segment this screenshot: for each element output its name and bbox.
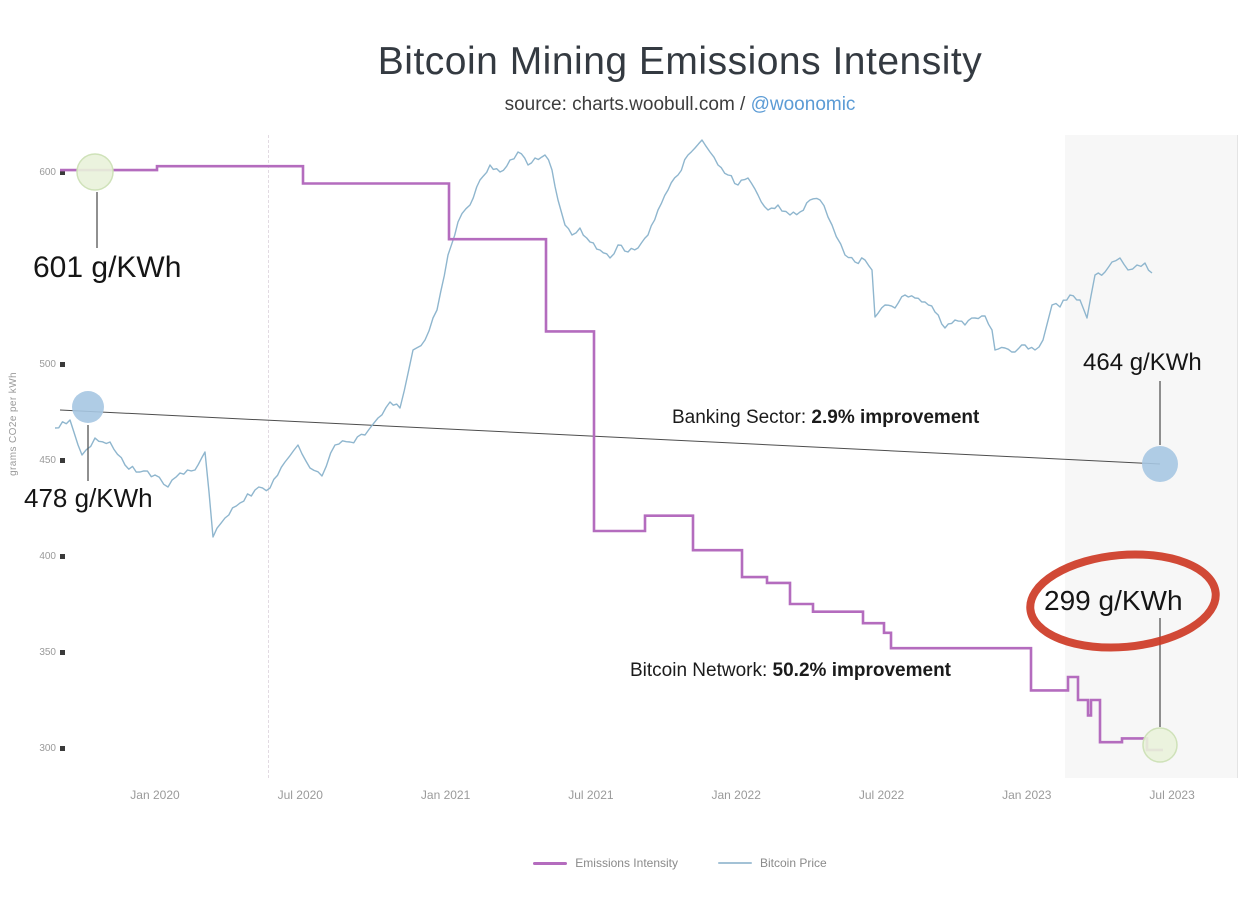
x-tick-jul-2020: Jul 2020 — [277, 788, 323, 802]
dotted-gridline — [268, 135, 269, 778]
legend-item-emissions-intensity[interactable]: Emissions Intensity — [533, 856, 678, 870]
x-tick-jul-2022: Jul 2022 — [858, 788, 905, 802]
x-tick-jan-2021: Jan 2021 — [420, 788, 471, 802]
banking-start-marker — [72, 391, 104, 423]
y-tick-350: 350 — [22, 645, 65, 659]
source-text: source: charts.woobull.com / — [504, 94, 751, 115]
annotation-end-emissions: 299 g/KWh — [1044, 585, 1183, 616]
tick-square — [60, 745, 65, 751]
woonomic-link[interactable]: @woonomic — [750, 94, 856, 115]
tick-square — [60, 457, 65, 463]
legend: Emissions Intensity Bitcoin Price — [110, 856, 1250, 870]
annotation-start-banking: 478 g/KWh — [24, 483, 153, 513]
bitcoin-label-prefix: Bitcoin Network: — [630, 660, 773, 681]
tick-square — [60, 361, 65, 367]
banking-label-prefix: Banking Sector: — [672, 407, 812, 428]
emissions-intensity-line — [60, 164, 1163, 752]
x-tick-jan-2023: Jan 2023 — [1002, 788, 1052, 802]
y-tick-600: 600 — [22, 165, 65, 179]
emissions-start-marker — [76, 153, 114, 191]
legend-label: Bitcoin Price — [760, 856, 827, 870]
bitcoin-improvement-label: Bitcoin Network: 50.2% improvement — [630, 660, 951, 682]
y-tick-500: 500 — [22, 357, 65, 371]
bitcoin-price-line — [54, 139, 1153, 538]
banking-label-value: 2.9% improvement — [811, 407, 980, 428]
x-tick-jan-2020: Jan 2020 — [130, 788, 180, 802]
legend-item-bitcoin-price[interactable]: Bitcoin Price — [718, 856, 827, 870]
chart-title: Bitcoin Mining Emissions Intensity — [377, 40, 983, 83]
legend-label: Emissions Intensity — [575, 856, 678, 870]
banking-sector-line — [59, 409, 1161, 465]
y-axis-title: grams CO2e per kWh — [8, 372, 19, 476]
bitcoin-label-value: 50.2% improvement — [772, 660, 952, 681]
chart-subtitle: source: charts.woobull.com / @woonomic — [110, 94, 1250, 116]
tick-square — [60, 553, 65, 559]
x-tick-jan-2022: Jan 2022 — [711, 788, 761, 802]
recent-period-band — [1065, 135, 1238, 778]
x-tick-jul-2021: Jul 2021 — [568, 788, 614, 802]
y-tick-400: 400 — [22, 549, 65, 563]
x-tick-jul-2023: Jul 2023 — [1149, 788, 1195, 802]
banking-improvement-label: Banking Sector: 2.9% improvement — [672, 407, 979, 429]
annotation-end-banking: 464 g/KWh — [1083, 349, 1202, 376]
legend-swatch-emissions — [533, 861, 568, 865]
annotation-start-emissions: 601 g/KWh — [33, 251, 182, 284]
tick-square — [60, 169, 65, 175]
y-tick-300: 300 — [22, 741, 65, 755]
legend-swatch-bitcoin — [718, 862, 752, 864]
tick-square — [60, 649, 65, 655]
y-tick-450: 450 — [22, 453, 65, 467]
